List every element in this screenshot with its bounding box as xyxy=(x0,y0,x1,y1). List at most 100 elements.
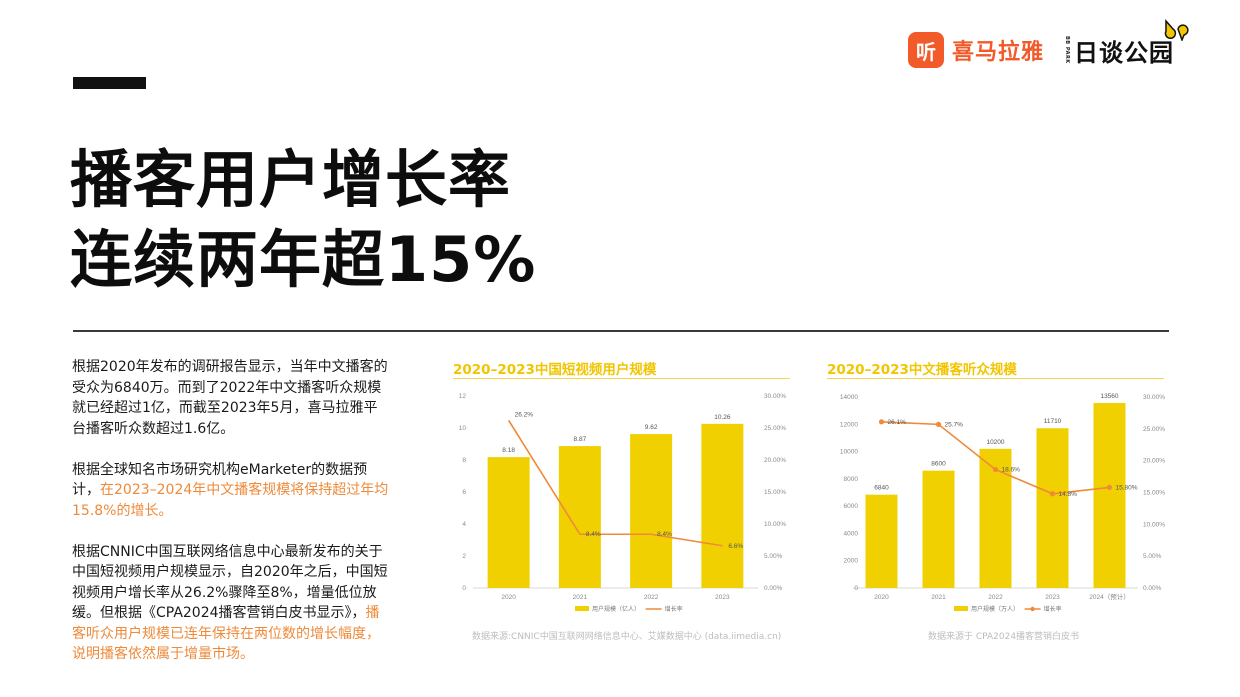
left-axis-tick: 10000 xyxy=(840,449,858,456)
left-axis-tick: 2 xyxy=(462,553,466,560)
bar-value-label: 13560 xyxy=(1100,393,1118,400)
body-text: 根据2020年发布的调研报告显示，当年中文播客的受众为6840万。而到了2022… xyxy=(72,357,390,685)
paragraph-1: 根据2020年发布的调研报告显示，当年中文播客的受众为6840万。而到了2022… xyxy=(72,359,388,437)
legend-bar-swatch xyxy=(575,606,589,611)
bbpark-logo-text: 日谈公园 xyxy=(1074,18,1189,68)
accent-bar xyxy=(73,77,146,89)
chart-source: 数据来源:CNNIC中国互联网网络信息中心、艾媒数据中心 (data.iimed… xyxy=(472,632,782,642)
page-title: 播客用户增长率 连续两年超15% xyxy=(70,140,536,300)
bar-value-label: 10.26 xyxy=(714,414,731,421)
left-axis-tick: 4 xyxy=(462,521,466,528)
partner-logos: 听 喜马拉雅 BB PARK 日谈公园 xyxy=(908,18,1189,80)
right-axis-tick: 10.00% xyxy=(764,521,786,528)
x-axis-tick: 2022 xyxy=(988,594,1003,601)
line-marker xyxy=(1049,491,1056,497)
legend-bar-swatch xyxy=(954,606,968,611)
ximalaya-logo-text: 喜马拉雅 xyxy=(952,40,1045,65)
bar xyxy=(865,494,898,588)
right-axis-tick: 30.00% xyxy=(1143,394,1165,401)
left-axis-tick: 6000 xyxy=(844,503,859,510)
line-marker xyxy=(1106,484,1113,491)
title-line-2: 连续两年超15% xyxy=(70,223,537,296)
bar xyxy=(1093,403,1126,588)
bar-value-label: 6840 xyxy=(874,485,889,492)
line-marker xyxy=(935,421,942,427)
right-axis-tick: 20.00% xyxy=(764,457,786,464)
line-marker xyxy=(992,466,999,473)
left-axis-tick: 2000 xyxy=(844,558,859,565)
bbpark-name: 日谈公园 xyxy=(1074,38,1175,67)
bar xyxy=(487,457,530,588)
paragraph-2-highlight: 在2023–2024年中文播客规模将保持超过年均15.8%的增长。 xyxy=(72,482,389,519)
left-axis-tick: 6 xyxy=(462,489,466,496)
x-axis-tick: 2022 xyxy=(644,594,659,601)
paragraph-2-plain: 根据全球知名市场研究机构eMarketer的数据预计， xyxy=(72,461,368,499)
paragraph-3-highlight: 播客听众用户规模已连年保持在两位数的增长幅度，说明播客依然属于增量市场。 xyxy=(72,605,380,662)
title-line-1: 播客用户增长率 xyxy=(70,143,512,216)
right-axis-tick: 30.00% xyxy=(764,393,786,400)
right-axis-tick: 5.00% xyxy=(764,553,783,560)
chart-source: 数据来源于 CPA2024播客营销白皮书 xyxy=(928,632,1080,642)
bar xyxy=(701,423,744,588)
x-axis-tick: 2023 xyxy=(715,594,730,601)
legend-marker xyxy=(1030,606,1035,612)
right-axis-tick: 10.00% xyxy=(1143,521,1165,528)
left-axis-tick: 0 xyxy=(462,585,466,592)
legend-bar-label: 用户规模（万人） xyxy=(971,605,1019,613)
left-axis-tick: 10 xyxy=(459,425,467,432)
paragraph-3: 根据CNNIC中国互联网络信息中心最新发布的关于中国短视频用户规模显示，自202… xyxy=(72,542,390,665)
x-axis-tick: 2020 xyxy=(501,594,516,601)
right-axis-tick: 0.00% xyxy=(764,585,783,592)
bar-value-label: 10200 xyxy=(986,439,1004,446)
bar-value-label: 9.62 xyxy=(645,424,658,431)
bar xyxy=(558,446,601,588)
line-value-label: 8.4% xyxy=(657,531,672,538)
bbpark-small-text: BB PARK xyxy=(1064,36,1071,64)
line-value-label: 6.6% xyxy=(728,543,743,550)
line-value-label: 18.6% xyxy=(1002,467,1021,474)
section-divider xyxy=(73,330,1169,332)
line-value-label: 14.8% xyxy=(1059,491,1078,498)
right-axis-tick: 0.00% xyxy=(1143,585,1162,592)
bar-value-label: 8.18 xyxy=(502,447,515,454)
left-axis-tick: 12 xyxy=(459,393,467,400)
line-marker xyxy=(878,419,885,425)
right-axis-tick: 15.00% xyxy=(1143,490,1165,497)
left-axis-tick: 0 xyxy=(854,585,858,592)
line-value-label: 26.2% xyxy=(515,411,534,418)
ximalaya-logo-icon: 听 xyxy=(908,32,944,68)
left-axis-tick: 14000 xyxy=(840,394,858,401)
x-axis-tick: 2021 xyxy=(931,594,946,601)
left-axis-tick: 12000 xyxy=(840,421,858,428)
legend-line-label: 增长率 xyxy=(1044,605,1062,613)
x-axis-tick: 2021 xyxy=(573,594,588,601)
line-value-label: 25.7% xyxy=(945,421,964,428)
line-value-label: 15.80% xyxy=(1116,484,1138,491)
x-axis-tick: 2024（预计） xyxy=(1089,592,1129,601)
paragraph-3-plain: 根据CNNIC中国互联网络信息中心最新发布的关于中国短视频用户规模显示，自202… xyxy=(72,543,388,622)
bar xyxy=(922,470,955,588)
chart-title-rule xyxy=(827,378,1164,379)
x-axis-tick: 2020 xyxy=(874,594,889,601)
speech-bubble-icon xyxy=(1164,18,1189,41)
x-axis-tick: 2023 xyxy=(1045,594,1060,601)
growth-rate-line xyxy=(507,419,723,547)
right-axis-tick: 25.00% xyxy=(1143,426,1165,433)
bar-value-label: 11710 xyxy=(1044,418,1062,425)
line-value-label: 8.4% xyxy=(586,531,601,538)
chart-title-rule xyxy=(453,378,790,379)
left-axis-tick: 8 xyxy=(462,457,466,464)
chart-title: 2020–2023中国短视频用户规模 xyxy=(453,362,657,378)
right-axis-tick: 25.00% xyxy=(764,425,786,432)
right-axis-tick: 20.00% xyxy=(1143,458,1165,465)
bar-value-label: 8.87 xyxy=(574,436,587,443)
right-axis-tick: 15.00% xyxy=(764,489,786,496)
line-value-label: 26.1% xyxy=(888,419,907,426)
bar-value-label: 8600 xyxy=(931,461,946,468)
bar xyxy=(1036,428,1069,588)
left-axis-tick: 8000 xyxy=(844,476,859,483)
